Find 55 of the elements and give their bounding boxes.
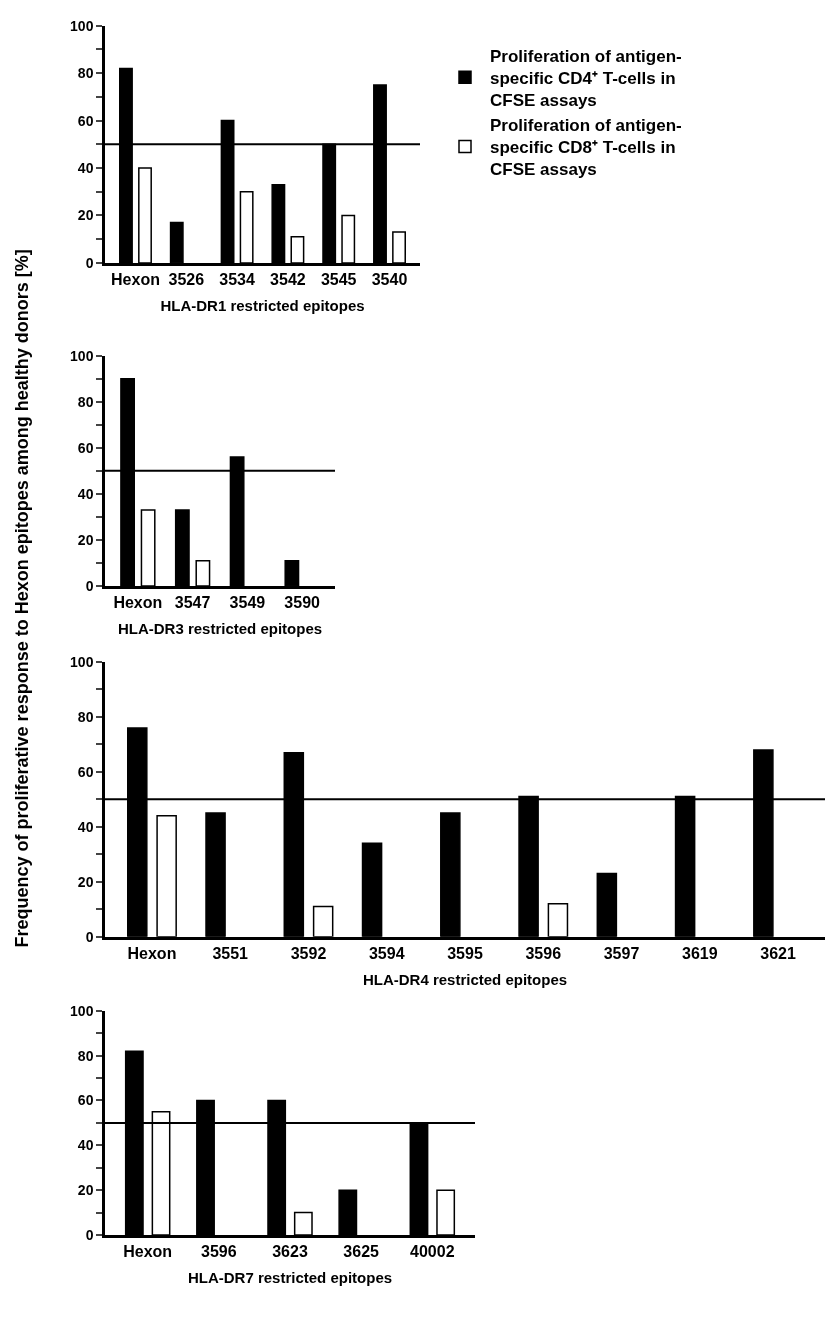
y-tick-label: 0: [85, 928, 94, 945]
x-axis-title: HLA-DR1 restricted epitopes: [160, 296, 365, 314]
x-tick-label: 3590: [284, 593, 321, 611]
x-tick-label: 3625: [343, 1242, 380, 1260]
x-tick-label: Hexon: [123, 1242, 173, 1260]
y-axis-title: Frequency of proliferative response to Hexon epitopes among healthy donors [%]: [11, 249, 32, 948]
y-tick-label: 40: [77, 159, 94, 176]
x-tick-label: 3545: [320, 270, 357, 288]
x-tick-label: 3540: [371, 270, 408, 288]
x-axis-title: HLA-DR3 restricted epitopes: [117, 619, 323, 637]
legend-label: Proliferation of antigen-specific CD4⁺ T-cells in CFSE assays: [490, 46, 682, 111]
y-tick-label: 20: [77, 207, 94, 224]
x-tick-label: 3623: [272, 1242, 308, 1260]
y-tick-label: 60: [77, 763, 94, 780]
y-tick-label: 80: [77, 1047, 94, 1064]
y-tick-label: 60: [77, 112, 94, 129]
x-tick-label: 3551: [212, 944, 249, 962]
y-tick-label: 100: [70, 17, 94, 34]
y-tick-label: 20: [77, 1182, 94, 1199]
x-tick-label: Hexon: [127, 944, 177, 962]
x-tick-label: 3547: [174, 593, 211, 611]
x-axis-title: HLA-DR7 restricted epitopes: [187, 1268, 393, 1286]
y-tick-label: 20: [77, 531, 94, 548]
legend-label: Proliferation of antigen-specific CD8⁺ T-cells in CFSE assays: [490, 116, 682, 180]
y-tick-label: 0: [85, 254, 94, 271]
y-tick-label: 0: [85, 1226, 94, 1243]
y-tick-label: 100: [70, 1002, 94, 1019]
x-tick-label: 3596: [525, 944, 562, 962]
x-tick-label: 3534: [219, 270, 255, 288]
y-tick-label: 80: [77, 708, 94, 725]
x-tick-label: Hexon: [111, 270, 160, 288]
x-tick-label: 3549: [229, 593, 266, 611]
x-tick-label: 3621: [760, 944, 796, 962]
x-tick-label: Hexon: [113, 593, 163, 611]
y-tick-label: 80: [77, 65, 94, 82]
y-tick-label: 20: [77, 873, 94, 890]
y-tick-label: 60: [77, 439, 94, 456]
x-tick-label: 3597: [603, 944, 640, 962]
x-axis-title: HLA-DR4 restricted epitopes: [362, 970, 568, 988]
x-tick-label: 3542: [270, 270, 306, 288]
x-tick-label: 40002: [410, 1242, 455, 1260]
y-tick-label: 80: [77, 393, 94, 410]
x-tick-label: 3619: [681, 944, 718, 962]
x-tick-label: 3595: [447, 944, 483, 962]
y-tick-label: 100: [70, 653, 94, 670]
x-tick-label: 3594: [368, 944, 405, 962]
y-tick-label: 40: [77, 485, 94, 502]
x-tick-label: 3596: [201, 1242, 237, 1260]
y-tick-label: 0: [85, 577, 94, 594]
y-tick-label: 40: [77, 818, 94, 835]
y-tick-label: 60: [77, 1092, 94, 1109]
x-tick-label: 3526: [168, 270, 205, 288]
y-tick-label: 100: [70, 347, 94, 364]
y-tick-label: 40: [77, 1137, 94, 1154]
x-tick-label: 3592: [290, 944, 327, 962]
